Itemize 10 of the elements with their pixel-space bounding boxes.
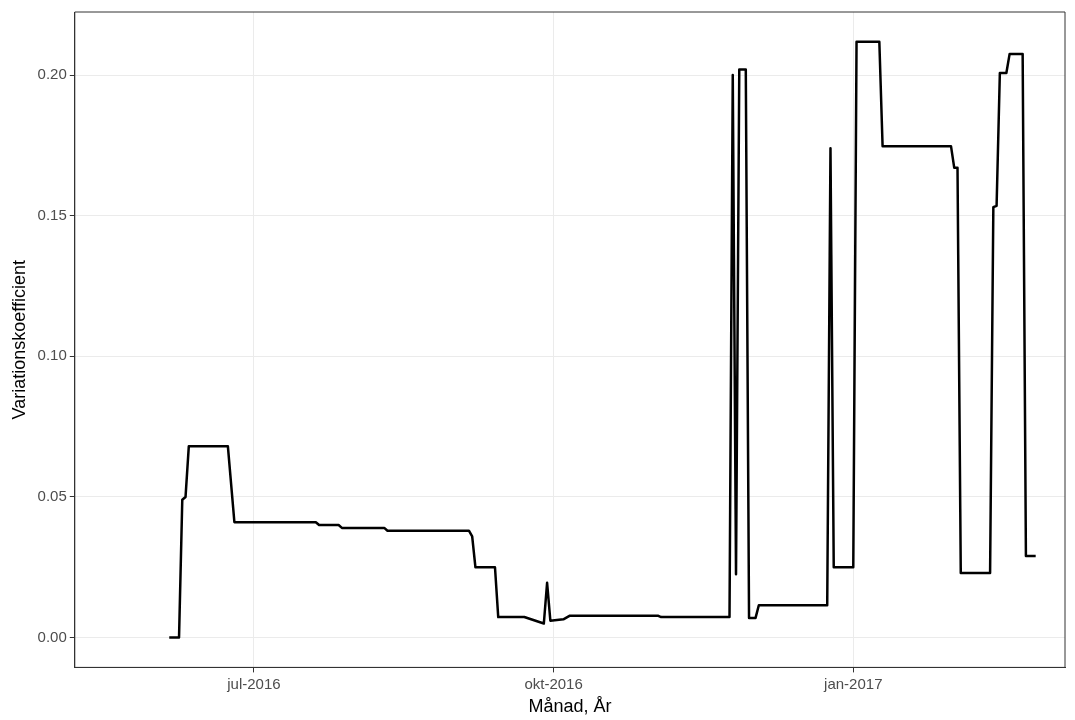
y-tick-label: 0.00	[37, 627, 67, 645]
y-axis-title: Variationskoefficient	[8, 259, 29, 420]
x-tick-label: jan-2017	[823, 674, 883, 692]
x-axis-title: Månad, År	[528, 696, 612, 717]
y-tick-label: 0.20	[37, 65, 67, 83]
y-tick-label: 0.05	[37, 487, 67, 505]
y-tick-label: 0.10	[37, 346, 67, 364]
x-tick-label: jul-2016	[226, 674, 281, 692]
x-tick-label: okt-2016	[524, 674, 583, 692]
y-tick-label: 0.15	[37, 205, 67, 223]
